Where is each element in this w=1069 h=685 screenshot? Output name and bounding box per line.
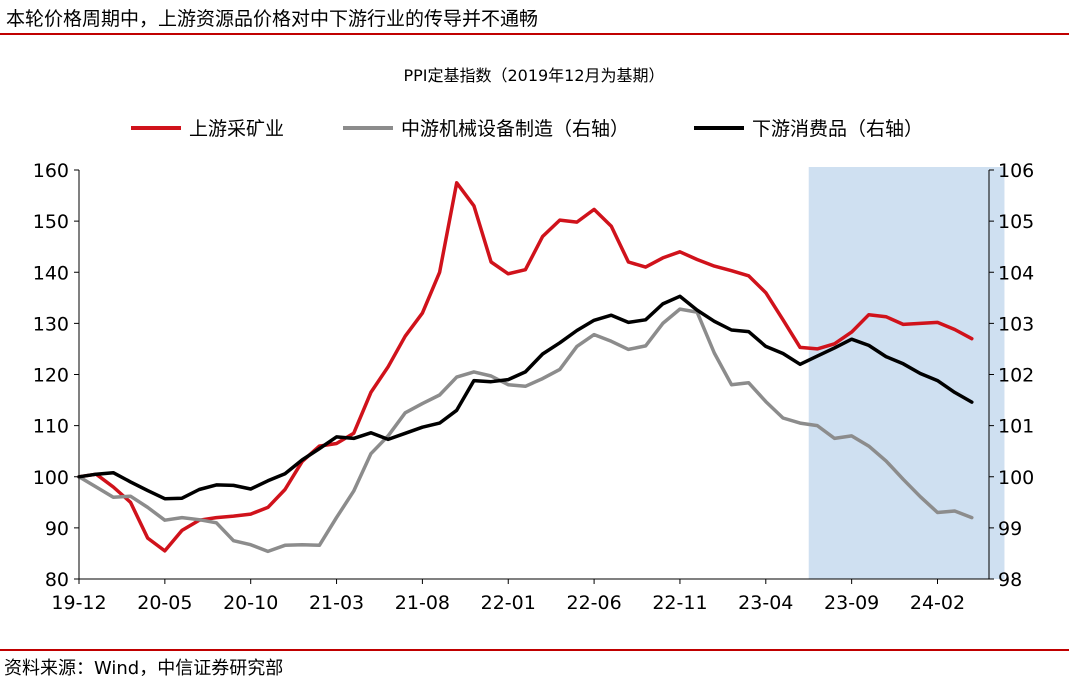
source-note: 资料来源：Wind，中信证券研究部 xyxy=(4,658,284,679)
series-layer xyxy=(77,181,974,554)
left-tick-label: 100 xyxy=(33,467,69,489)
x-tick-label: 22-06 xyxy=(566,592,621,614)
right-tick-label: 100 xyxy=(998,467,1034,489)
right-tick-label: 99 xyxy=(998,518,1022,540)
footer-divider xyxy=(0,649,1069,651)
chart-title: PPI定基指数（2019年12月为基期） xyxy=(403,66,664,85)
x-tick-label: 20-10 xyxy=(223,592,278,614)
chart: PPI定基指数（2019年12月为基期） 上游采矿业 中游机械设备制造（右轴） 下游… xyxy=(33,66,1035,614)
left-tick-label: 120 xyxy=(33,365,69,387)
x-tick-label: 22-11 xyxy=(652,592,707,614)
right-tick-label: 103 xyxy=(998,313,1034,335)
series-line-0 xyxy=(77,181,974,553)
x-tick-label: 20-05 xyxy=(137,592,192,614)
series-line-1 xyxy=(77,307,974,554)
x-tick-label: 19-12 xyxy=(51,592,106,614)
left-tick-label: 80 xyxy=(45,569,69,591)
x-tick-label: 23-04 xyxy=(738,592,793,614)
left-tick-label: 110 xyxy=(33,416,69,438)
right-tick-label: 101 xyxy=(998,416,1034,438)
highlight-region xyxy=(808,167,1005,579)
legend-label-0: 上游采矿业 xyxy=(189,118,284,140)
x-tick-label: 24-02 xyxy=(910,592,965,614)
page-title: 本轮价格周期中，上游资源品价格对中下游行业的传导并不通畅 xyxy=(6,8,539,30)
left-tick-label: 140 xyxy=(33,262,69,284)
left-tick-label: 130 xyxy=(33,313,69,335)
chart-legend: 上游采矿业 中游机械设备制造（右轴） 下游消费品（右轴） xyxy=(131,118,923,140)
x-tick-label: 22-01 xyxy=(481,592,536,614)
x-tick-label: 23-09 xyxy=(824,592,879,614)
right-tick-label: 104 xyxy=(998,262,1034,284)
title-divider xyxy=(0,33,1069,35)
left-tick-label: 150 xyxy=(33,211,69,233)
right-tick-label: 105 xyxy=(998,211,1034,233)
right-tick-label: 102 xyxy=(998,365,1034,387)
legend-label-2: 下游消费品（右轴） xyxy=(752,118,923,140)
legend-label-1: 中游机械设备制造（右轴） xyxy=(401,118,629,140)
left-tick-label: 160 xyxy=(33,160,69,182)
series-line-2 xyxy=(77,294,974,501)
shade-layer xyxy=(808,167,1005,579)
x-tick-label: 21-08 xyxy=(395,592,450,614)
right-tick-label: 98 xyxy=(998,569,1022,591)
right-tick-label: 106 xyxy=(998,160,1034,182)
x-tick-label: 21-03 xyxy=(309,592,364,614)
axes-layer: 80 90 100 110 120 130 140 150 160 98 99 100 101 102 10… xyxy=(33,160,1035,614)
left-tick-label: 90 xyxy=(45,518,69,540)
